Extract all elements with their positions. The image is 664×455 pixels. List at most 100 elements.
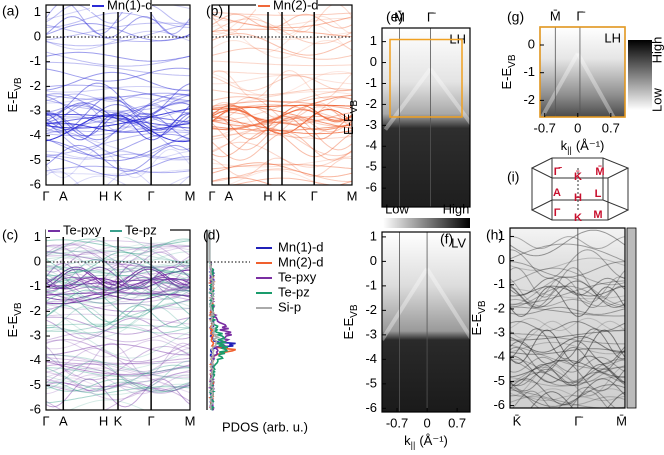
band bbox=[510, 267, 625, 298]
y-tick-label: -3 bbox=[29, 102, 41, 117]
y-tick-label: -2 bbox=[365, 302, 377, 317]
x-axis-label-sub: || bbox=[567, 145, 572, 155]
legend-label: Te-pxy bbox=[278, 269, 317, 284]
y-tick-label: -3 bbox=[29, 327, 41, 342]
k-label: K bbox=[278, 188, 287, 203]
k-label: K bbox=[114, 188, 123, 203]
band bbox=[510, 329, 625, 365]
x-tick-label: 0.7 bbox=[448, 415, 466, 430]
legend-label: Mn(1)-d bbox=[107, 0, 153, 12]
k-label: M bbox=[347, 188, 358, 203]
k-label: K bbox=[114, 413, 123, 428]
panel-label: (g) bbox=[507, 9, 524, 25]
colorbar-high: High bbox=[649, 37, 664, 64]
y-tick-label: 1 bbox=[370, 228, 377, 243]
y-tick-label: -6 bbox=[29, 176, 41, 191]
y-tick-label: -6 bbox=[493, 397, 505, 412]
band bbox=[510, 389, 625, 408]
panel-label: (e) bbox=[386, 9, 403, 25]
x-tick-label: 0 bbox=[423, 415, 430, 430]
band bbox=[510, 384, 625, 407]
panel-label: (b) bbox=[206, 3, 223, 19]
y-tick-label: 0 bbox=[34, 253, 41, 268]
polarization: LV bbox=[451, 235, 466, 250]
band bbox=[510, 257, 625, 271]
y-tick-label: -4 bbox=[29, 127, 41, 142]
y-tick-label: -5 bbox=[365, 159, 377, 174]
legend-label: Mn(2)-d bbox=[273, 0, 319, 12]
band bbox=[510, 371, 625, 383]
bz-point: M bbox=[593, 209, 602, 221]
y-tick-label: -4 bbox=[365, 351, 377, 366]
y-tick-label: -2 bbox=[29, 78, 41, 93]
band bbox=[510, 285, 625, 297]
k-label: M bbox=[185, 188, 196, 203]
y-axis-label: E-EVB bbox=[499, 54, 517, 89]
legend-label: Te-pz bbox=[278, 284, 310, 299]
band bbox=[510, 344, 625, 370]
k-label: H bbox=[99, 188, 108, 203]
k-label: Γ̄ bbox=[574, 413, 583, 428]
arpes-image bbox=[382, 232, 470, 412]
y-tick-label: -2 bbox=[523, 92, 535, 107]
legend-bg bbox=[108, 224, 170, 237]
band bbox=[510, 366, 625, 384]
y-tick-label: -4 bbox=[29, 352, 41, 367]
k-label: H bbox=[263, 188, 272, 203]
y-axis-label-main: E-E bbox=[499, 68, 514, 90]
y-tick-label: -4 bbox=[365, 138, 377, 153]
band bbox=[510, 243, 625, 262]
legend-label: Mn(2)-d bbox=[278, 254, 324, 269]
y-tick-label: 1 bbox=[34, 229, 41, 244]
band bbox=[510, 356, 625, 373]
band bbox=[510, 388, 625, 398]
band bbox=[510, 364, 625, 397]
legend-label: Si-p bbox=[278, 299, 301, 314]
y-axis-label-main: E-E bbox=[341, 113, 356, 135]
band bbox=[510, 285, 625, 309]
colorbar-high: High bbox=[443, 201, 470, 216]
side-strip bbox=[626, 227, 637, 409]
band bbox=[510, 306, 625, 315]
y-axis-label-main: E-E bbox=[5, 91, 20, 113]
y-tick-label: -1 bbox=[365, 75, 377, 90]
band bbox=[510, 298, 625, 307]
band bbox=[510, 317, 625, 332]
y-tick-label: -6 bbox=[29, 401, 41, 416]
bz-point: M̄ bbox=[595, 166, 604, 178]
legend-bg bbox=[90, 0, 152, 12]
band bbox=[510, 359, 625, 392]
dispersion bbox=[576, 52, 616, 117]
y-axis-label-sub: VB bbox=[13, 302, 24, 316]
y-axis-label: E-EVB bbox=[5, 77, 23, 112]
y-tick-label: 0 bbox=[498, 252, 505, 267]
colorbar-low: Low bbox=[385, 201, 409, 216]
x-axis-label-main: k bbox=[404, 433, 411, 448]
panel-label: (c) bbox=[2, 227, 18, 243]
y-axis-label-sub: VB bbox=[349, 100, 360, 114]
x-axis-label: PDOS (arb. u.) bbox=[222, 419, 308, 434]
bz-point: K̄ bbox=[574, 171, 582, 183]
y-tick-label: -1 bbox=[493, 276, 505, 291]
y-tick-label: -1 bbox=[365, 277, 377, 292]
colorbar-low: Low bbox=[649, 87, 664, 111]
band bbox=[510, 280, 625, 309]
y-tick-label: -6 bbox=[365, 400, 377, 415]
k-label: Γ bbox=[148, 413, 155, 428]
panel-label: (d) bbox=[203, 227, 220, 243]
x-axis-label: k|| (Å⁻¹) bbox=[561, 138, 605, 155]
band bbox=[510, 359, 625, 378]
y-tick-label: -5 bbox=[29, 377, 41, 392]
x-axis-label-unit: (Å⁻¹) bbox=[576, 138, 605, 153]
x-axis-label-main: k bbox=[561, 138, 568, 153]
band bbox=[510, 261, 625, 278]
band bbox=[510, 276, 625, 306]
x-axis-label: k|| (Å⁻¹) bbox=[404, 433, 448, 450]
zoom-box bbox=[389, 38, 463, 118]
k-label: M̄ bbox=[394, 9, 405, 24]
band bbox=[510, 364, 625, 387]
y-axis-label-main: E-E bbox=[5, 316, 20, 338]
y-axis-label-main: E-E bbox=[469, 314, 484, 336]
y-tick-label: -3 bbox=[365, 326, 377, 341]
frame bbox=[381, 27, 471, 208]
